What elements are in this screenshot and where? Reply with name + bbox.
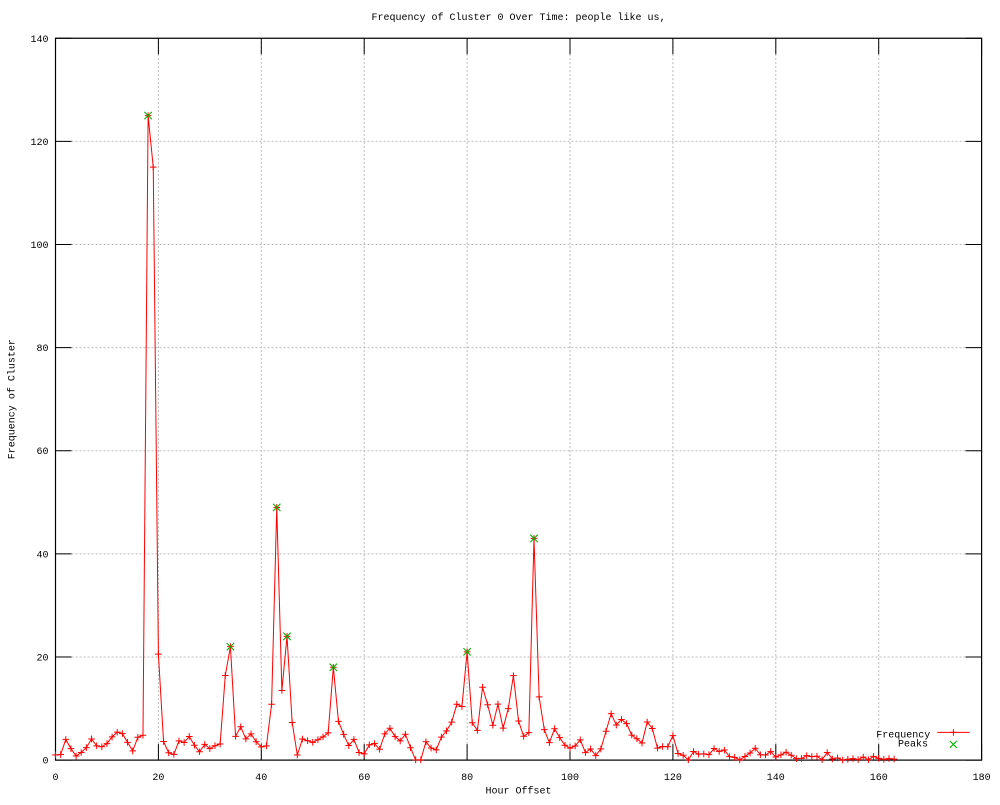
svg-text:Frequency of Cluster: Frequency of Cluster xyxy=(7,339,19,459)
svg-text:160: 160 xyxy=(870,773,888,784)
svg-text:20: 20 xyxy=(36,653,48,664)
svg-text:Peaks: Peaks xyxy=(898,739,928,751)
svg-text:80: 80 xyxy=(461,773,473,784)
svg-text:140: 140 xyxy=(30,35,48,46)
svg-text:60: 60 xyxy=(358,773,370,784)
svg-text:Frequency of Cluster 0 Over Ti: Frequency of Cluster 0 Over Time: people… xyxy=(372,12,666,24)
svg-text:60: 60 xyxy=(36,447,48,458)
svg-text:100: 100 xyxy=(30,241,48,252)
svg-text:20: 20 xyxy=(152,773,164,784)
svg-text:120: 120 xyxy=(30,138,48,149)
svg-text:0: 0 xyxy=(42,757,48,768)
svg-text:100: 100 xyxy=(561,773,579,784)
svg-text:Hour Offset: Hour Offset xyxy=(486,786,552,798)
svg-text:40: 40 xyxy=(36,550,48,561)
svg-text:140: 140 xyxy=(767,773,785,784)
svg-text:0: 0 xyxy=(52,773,58,784)
svg-text:40: 40 xyxy=(255,773,267,784)
svg-text:180: 180 xyxy=(973,773,991,784)
svg-text:80: 80 xyxy=(36,344,48,355)
svg-text:120: 120 xyxy=(664,773,682,784)
